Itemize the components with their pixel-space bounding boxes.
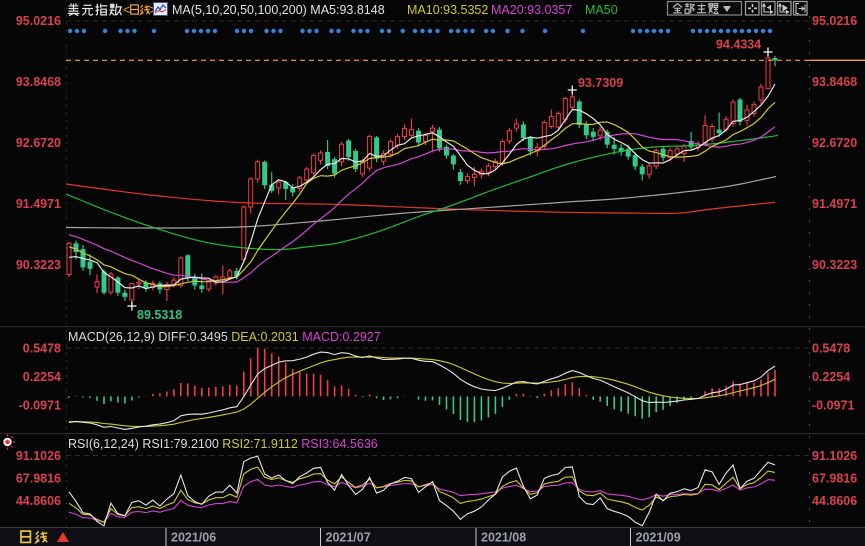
- svg-text:2021/08: 2021/08: [481, 531, 526, 545]
- svg-text:91.1026: 91.1026: [16, 449, 61, 463]
- svg-text:92.6720: 92.6720: [812, 136, 857, 150]
- svg-text:67.9816: 67.9816: [812, 472, 857, 486]
- svg-text:MACD(26,12,9) DIFF:0.3495 DEA: MACD(26,12,9) DIFF:0.3495 DEA:0.2031 MAC…: [68, 330, 381, 344]
- svg-text:67.9816: 67.9816: [16, 472, 61, 486]
- svg-text:MA10:93.5352: MA10:93.5352: [407, 3, 488, 17]
- svg-text:93.8468: 93.8468: [16, 75, 61, 89]
- svg-text:94.4334: 94.4334: [716, 38, 761, 52]
- svg-text:91.1026: 91.1026: [812, 449, 857, 463]
- svg-text:2021/07: 2021/07: [326, 531, 371, 545]
- svg-text:91.4971: 91.4971: [812, 197, 857, 211]
- svg-text:44.8606: 44.8606: [16, 494, 61, 508]
- svg-text:90.3223: 90.3223: [812, 258, 857, 272]
- svg-text:92.6720: 92.6720: [16, 136, 61, 150]
- svg-text:2021/09: 2021/09: [636, 531, 681, 545]
- svg-text:MA50: MA50: [585, 3, 618, 17]
- svg-text:91.4971: 91.4971: [16, 197, 61, 211]
- svg-text:0.5478: 0.5478: [23, 342, 61, 356]
- svg-text:MA(5,10,20,50,100,200) MA5:93.: MA(5,10,20,50,100,200) MA5:93.8148: [172, 3, 385, 17]
- svg-text:-0.0971: -0.0971: [19, 399, 61, 413]
- svg-text:2021/06: 2021/06: [171, 531, 216, 545]
- svg-text:RSI(6,12,24) RSI1:79.2100 RSI: RSI(6,12,24) RSI1:79.2100 RSI2:71.9112 R…: [68, 437, 378, 451]
- svg-text:-0.0971: -0.0971: [812, 399, 854, 413]
- svg-text:90.3223: 90.3223: [16, 258, 61, 272]
- svg-text:0.2254: 0.2254: [812, 370, 850, 384]
- svg-text:93.7309: 93.7309: [578, 76, 623, 90]
- svg-text:93.8468: 93.8468: [812, 75, 857, 89]
- svg-text:95.0216: 95.0216: [812, 14, 857, 28]
- svg-text:0.5478: 0.5478: [812, 342, 850, 356]
- svg-text:89.5318: 89.5318: [137, 308, 182, 322]
- svg-text:<: <: [123, 3, 130, 17]
- svg-text:44.8606: 44.8606: [812, 494, 857, 508]
- svg-text:0.2254: 0.2254: [23, 370, 61, 384]
- svg-text:95.0216: 95.0216: [16, 14, 61, 28]
- svg-text:MA20:93.0357: MA20:93.0357: [491, 3, 572, 17]
